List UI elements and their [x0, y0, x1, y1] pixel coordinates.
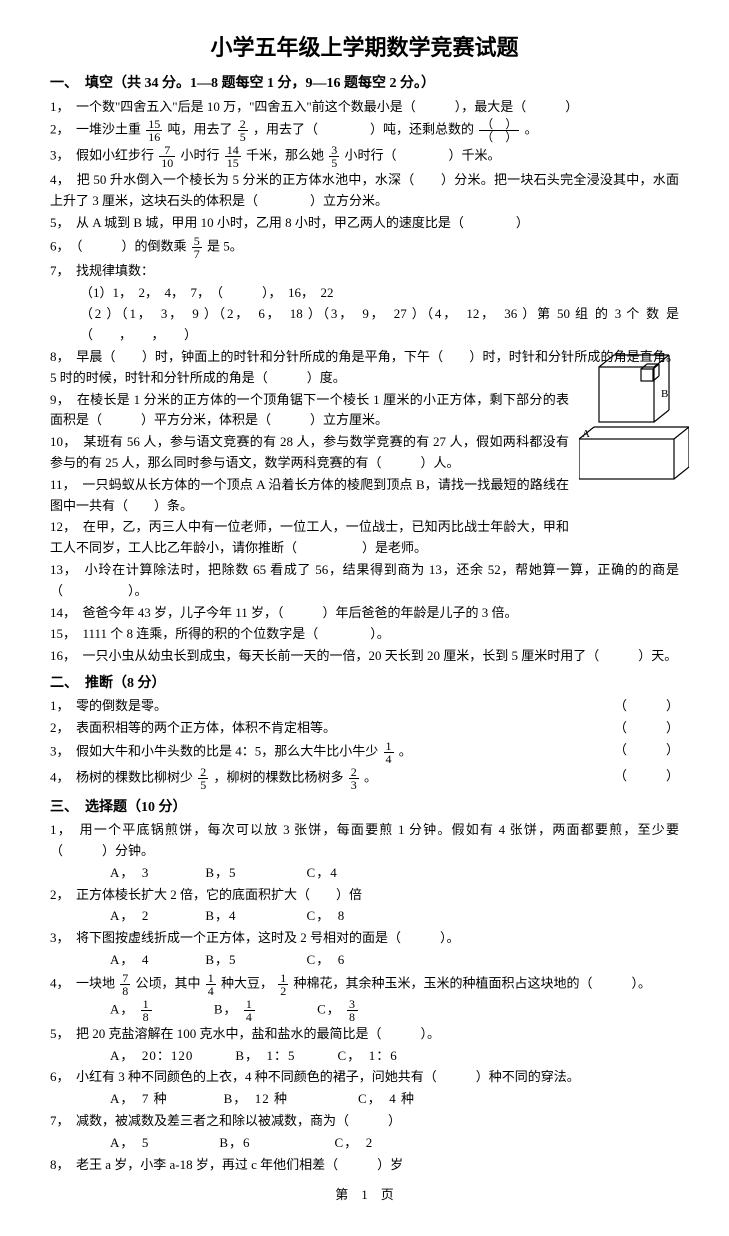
c3: 3， 将下图按虚线折成一个正方体，这时及 2 号相对的面是（ ）。 — [50, 928, 679, 949]
section2-head: 二、 推断（8 分） — [50, 673, 679, 695]
j2-text: 2， 表面积相等的两个正方体，体积不肯定相等。 — [50, 720, 336, 735]
c5-opts: A， 20：120 B， 1：5 C， 1：6 — [110, 1046, 679, 1067]
c6-opts: A， 7 种 B， 12 种 C， 4 种 — [110, 1089, 679, 1110]
j1: 1， 零的倒数是零。（ ） — [50, 696, 679, 717]
c7: 7， 减数，被减数及差三者之和除以被减数，商为（ ） — [50, 1111, 679, 1132]
j4-text-b: ，柳树的棵数比杨树多 — [214, 769, 344, 784]
q6-text-a: 6， （ ）的倒数乘 — [50, 238, 187, 253]
c4o-a: A， — [110, 1001, 134, 1016]
c4-text-d: 种棉花，其余种玉米，玉米的种植面积占这块地的（ ）。 — [294, 975, 652, 990]
q7-sub2: （2 ）（1， 3， 9 ）（2， 6， 18 ）（3， 9， 27 ）（4， … — [80, 304, 679, 346]
frac-1-4c: 14 — [244, 998, 255, 1023]
q4: 4， 把 50 升水倒入一个棱长为 5 分米的正方体水池中，水深（ ）分米。把一… — [50, 170, 679, 212]
label-b: B — [661, 388, 668, 400]
c4o-c: C， — [261, 1001, 341, 1016]
c7-opts: A， 5 B，6 C， 2 — [110, 1133, 679, 1154]
c2-opts: A， 2 B，4 C， 8 — [110, 906, 679, 927]
q6: 6， （ ）的倒数乘 57 是 5。 — [50, 235, 679, 260]
q2: 2， 一堆沙土重 1516 吨，用去了 25 ，用去了（ ）吨，还剩总数的 （ … — [50, 118, 679, 143]
q7-sub1: （1）1， 2， 4， 7， （ ）， 16， 22 — [80, 283, 679, 304]
q7: 7， 找规律填数： — [50, 261, 679, 282]
label-a: A — [582, 428, 590, 440]
section1-head: 一、 填空（共 34 分。1—8 题每空 1 分，9—16 题每空 2 分。） — [50, 73, 679, 95]
frac-14-15: 1415 — [225, 144, 241, 169]
c1: 1， 用一个平底锅煎饼，每次可以放 3 张饼，每面要煎 1 分钟。假如有 4 张… — [50, 820, 679, 862]
cube-diagram: B A — [579, 349, 689, 489]
frac-1-2: 12 — [278, 972, 288, 997]
q2-text-b: 吨，用去了 — [168, 122, 233, 137]
c2: 2， 正方体棱长扩大 2 倍，它的底面积扩大（ ）倍 — [50, 885, 679, 906]
page-title: 小学五年级上学期数学竞赛试题 — [50, 30, 679, 65]
frac-5-7: 57 — [192, 235, 202, 260]
frac-7-10: 710 — [159, 144, 175, 169]
c1-opts: A， 3 B，5 C，4 — [110, 863, 679, 884]
q3-text-d: 小时行（ ）千米。 — [345, 148, 501, 163]
page-footer: 第 1 页 — [50, 1185, 679, 1206]
c6: 6， 小红有 3 种不同颜色的上衣，4 种不同颜色的裙子，问她共有（ ）种不同的… — [50, 1067, 679, 1088]
section3-head: 三、 选择题（10 分） — [50, 797, 679, 819]
c4-text-a: 4， 一块地 — [50, 975, 115, 990]
j4-text-a: 4， 杨树的棵数比柳树少 — [50, 769, 193, 784]
frac-2-5: 25 — [238, 118, 248, 143]
q3: 3， 假如小红步行 710 小时行 1415 千米，那么她 35 小时行（ ）千… — [50, 144, 679, 169]
q2-text-c: ，用去了（ ）吨，还剩总数的 — [253, 122, 477, 137]
j4: 4， 杨树的棵数比柳树少 25 ，柳树的棵数比杨树多 23 。 （ ） — [50, 766, 679, 791]
c4-opts: A， 18 B， 14 C， 38 — [110, 998, 679, 1023]
q2-text-a: 2， 一堆沙土重 — [50, 122, 141, 137]
c3-opts: A， 4 B，5 C， 6 — [110, 950, 679, 971]
q16: 16， 一只小虫从幼虫长到成虫，每天长前一天的一倍，20 天长到 20 厘米，长… — [50, 646, 679, 667]
q3-text-c: 千米，那么她 — [246, 148, 324, 163]
frac-2-5b: 25 — [198, 766, 208, 791]
q2-text-d: 。 — [525, 122, 538, 137]
frac-2-3: 23 — [349, 766, 359, 791]
q13: 13， 小玲在计算除法时，把除数 65 看成了 56，结果得到商为 13，还余 … — [50, 560, 679, 602]
q1: 1， 一个数"四舍五入"后是 10 万，"四舍五入"前这个数最小是（ ），最大是… — [50, 97, 679, 118]
j4-text-c: 。 — [364, 769, 377, 784]
frac-1-4b: 14 — [206, 972, 216, 997]
frac-paren: （ ）（ ） — [479, 118, 519, 143]
frac-3-5: 35 — [329, 144, 339, 169]
q6-text-b: 是 5。 — [207, 238, 243, 253]
j3: 3， 假如大牛和小牛头数的比是 4：5，那么大牛比小牛少 14 。 （ ） — [50, 740, 679, 765]
frac-3-8: 38 — [347, 998, 358, 1023]
c4-text-b: 公顷，其中 — [136, 975, 201, 990]
frac-7-8: 78 — [120, 972, 130, 997]
c5: 5， 把 20 克盐溶解在 100 克水中，盐和盐水的最简比是（ ）。 — [50, 1024, 679, 1045]
frac-1-4: 14 — [384, 740, 394, 765]
q14: 14， 爸爸今年 43 岁，儿子今年 11 岁，（ ）年后爸爸的年龄是儿子的 3… — [50, 603, 679, 624]
j3-text-a: 3， 假如大牛和小牛头数的比是 4：5，那么大牛比小牛少 — [50, 743, 378, 758]
frac-15-16: 1516 — [146, 118, 162, 143]
c4o-b: B， — [158, 1001, 238, 1016]
q3-text-b: 小时行 — [181, 148, 220, 163]
j1-text: 1， 零的倒数是零。 — [50, 698, 167, 713]
q5: 5， 从 A 城到 B 城，甲用 10 小时，乙用 8 小时，甲乙两人的速度比是… — [50, 213, 679, 234]
c4: 4， 一块地 78 公顷，其中 14 种大豆， 12 种棉花，其余种玉米，玉米的… — [50, 972, 679, 997]
j3-text-b: 。 — [399, 743, 412, 758]
c4-text-c: 种大豆， — [221, 975, 273, 990]
frac-1-8: 18 — [141, 998, 152, 1023]
c8: 8， 老王 a 岁，小李 a-18 岁，再过 c 年他们相差（ ）岁 — [50, 1155, 679, 1176]
q12: 12， 在甲，乙，丙三人中有一位老师，一位工人，一位战士，已知丙比战士年龄大，甲… — [50, 517, 679, 559]
q3-text-a: 3， 假如小红步行 — [50, 148, 154, 163]
j2: 2， 表面积相等的两个正方体，体积不肯定相等。（ ） — [50, 718, 679, 739]
q15: 15， 1111 个 8 连乘，所得的积的个位数字是（ ）。 — [50, 624, 679, 645]
